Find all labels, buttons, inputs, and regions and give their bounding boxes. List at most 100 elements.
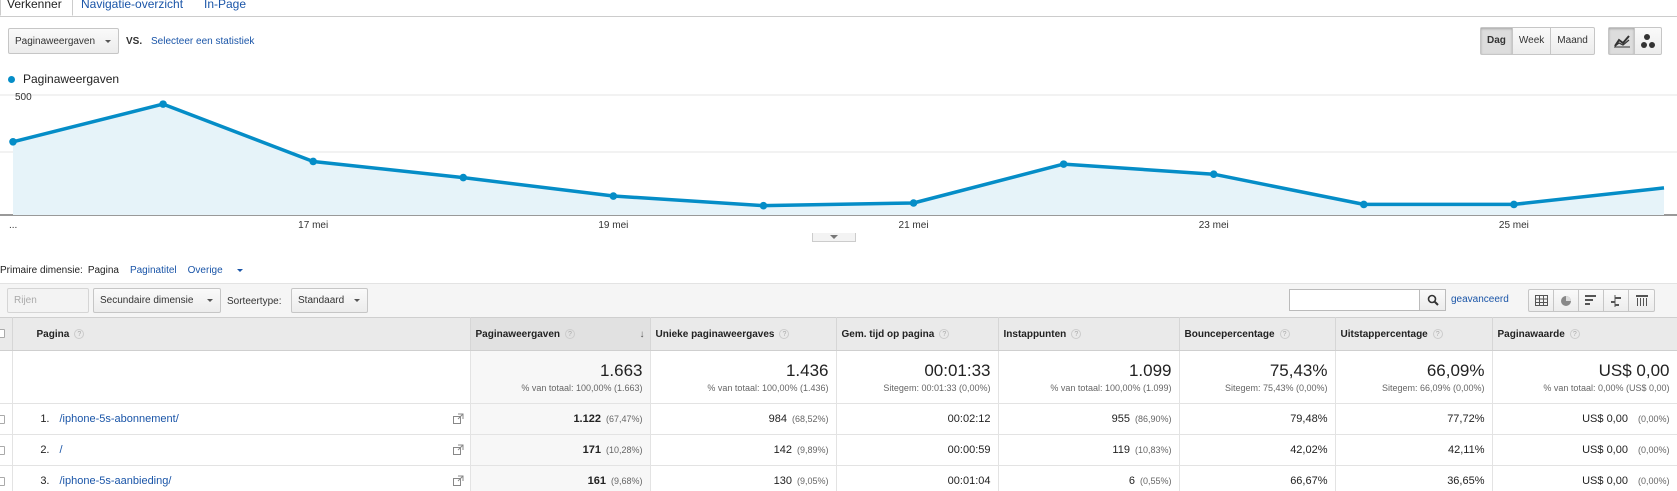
show-rows-button[interactable]: Rijen weergeven (7, 288, 89, 329)
x-tick-label: ... (9, 220, 17, 230)
bounce-cell: 42,02% (1179, 434, 1336, 466)
page-link[interactable]: /iphone-5s-aanbieding/ (59, 475, 172, 487)
dimension-overige[interactable]: Overige (188, 265, 254, 276)
period-day-button[interactable]: Dag (1481, 28, 1513, 54)
help-icon[interactable]: ? (779, 328, 790, 339)
open-page-icon[interactable] (452, 475, 464, 486)
row-checkbox[interactable] (0, 445, 5, 455)
percentage: (9,89%) (796, 445, 829, 455)
select-all-cell (0, 317, 13, 351)
x-tick-label: 25 mei (1499, 220, 1529, 230)
page-cell: 2. / (12, 434, 471, 466)
header-label: Instappunten (1003, 328, 1067, 340)
value: 1.122 (573, 413, 601, 425)
exit-cell: 36,65% (1335, 465, 1493, 491)
data-point (9, 138, 17, 146)
header-paginawaarde[interactable]: Paginawaarde? (1492, 317, 1677, 351)
help-icon[interactable]: ? (74, 328, 85, 339)
dimension-paginatitel[interactable]: Paginatitel (129, 265, 177, 276)
help-icon[interactable]: ? (564, 328, 575, 339)
totals-row: 1.663 % van totaal: 100,00% (1.663) 1.436… (0, 350, 1677, 404)
select-metric-link[interactable]: Selecteer een statistiek (151, 36, 255, 47)
value: 00:01:04 (947, 475, 991, 487)
header-unieke-paginaweergaves[interactable]: Unieke paginaweergaves? (650, 317, 837, 351)
metric-dropdown[interactable]: Paginaweergaven (8, 28, 119, 54)
open-page-icon[interactable] (452, 413, 464, 424)
page-cell: 3. /iphone-5s-aanbieding/ (12, 465, 471, 491)
table-row: 3. /iphone-5s-aanbieding/161 (9,68%) 130 (9,… (0, 465, 1677, 491)
row-checkbox-cell (0, 434, 13, 466)
help-icon[interactable]: ? (1432, 328, 1443, 339)
table-icon[interactable] (1529, 290, 1554, 311)
header-instappunten[interactable]: Instappunten? (998, 317, 1180, 351)
table-toolbar: Rijen weergeven Secundaire dimensie Sort… (0, 283, 1677, 329)
total-cell: 66,09% Sitegem: 66,09% (0,00%) (1335, 350, 1493, 404)
header-label: Paginawaarde (1497, 328, 1565, 340)
data-point (909, 199, 918, 207)
value: US$ 0,00 (1582, 475, 1628, 487)
secondary-dimension-dropdown[interactable]: Secundaire dimensie (93, 288, 221, 313)
search-button[interactable] (1420, 289, 1446, 311)
header-label: Unieke paginaweergaves (655, 328, 775, 340)
total-sub: Sitegem: 00:01:33 (0,00%) (883, 383, 991, 393)
tab-in-page[interactable]: In-Page (204, 0, 247, 11)
chart-collapse-handle[interactable] (812, 233, 856, 242)
select-all-checkbox[interactable] (0, 329, 5, 339)
header-uitstappercentage[interactable]: Uitstappercentage? (1335, 317, 1493, 351)
header-bouncepercentage[interactable]: Bouncepercentage? (1179, 317, 1336, 351)
header-gem-tijd[interactable]: Gem. tijd op pagina? (836, 317, 999, 351)
page-link[interactable]: / (59, 444, 63, 456)
open-page-icon[interactable] (452, 444, 464, 455)
unique-pageviews-cell: 984 (68,52%) (650, 403, 837, 435)
table-row: 2. / 171 (10,28%) 142 (9,89%) 00:00:59 119 (10,8… (0, 434, 1677, 466)
row-checkbox[interactable] (0, 476, 5, 486)
page-link[interactable]: /iphone-5s-abonnement/ (59, 413, 179, 425)
data-table: Pagina? Paginaweergaven? ↓ Unieke paginaw… (0, 317, 1677, 491)
comparison-icon[interactable] (1604, 290, 1629, 311)
total-cell: 1.099 % van totaal: 100,00% (1.099) (998, 350, 1180, 404)
percentage: (86,90%) (1134, 414, 1172, 424)
help-icon[interactable]: ? (1071, 328, 1082, 339)
value: 142 (773, 444, 792, 456)
value: 66,67% (1290, 475, 1328, 487)
bar-icon[interactable] (1579, 290, 1604, 311)
header-paginaweergaven[interactable]: Paginaweergaven? ↓ (470, 317, 651, 351)
unique-pageviews-cell: 142 (9,89%) (650, 434, 837, 466)
avg-time-cell: 00:02:12 (836, 403, 999, 435)
value: 42,11% (1448, 444, 1485, 456)
header-pagina[interactable]: Pagina? (12, 317, 471, 351)
motion-chart-icon[interactable] (1635, 28, 1661, 54)
advanced-filter-link[interactable]: geavanceerd (1451, 294, 1509, 305)
sort-type-dropdown[interactable]: Standaard (291, 288, 368, 313)
x-tick-label: 17 mei (298, 220, 328, 230)
total-value: 1.663 (599, 361, 643, 380)
pie-icon[interactable] (1554, 290, 1579, 311)
y-tick-label: 500 (15, 92, 32, 103)
total-value: US$ 0,00 (1598, 361, 1670, 380)
value: 42,02% (1290, 444, 1328, 456)
help-icon[interactable]: ? (939, 328, 950, 339)
help-icon[interactable]: ? (1569, 328, 1580, 339)
period-week-button[interactable]: Week (1513, 28, 1552, 54)
help-icon[interactable]: ? (1279, 328, 1290, 339)
table-search-input[interactable] (1289, 289, 1420, 311)
search-icon (1427, 294, 1439, 306)
period-month-button[interactable]: Maand (1557, 35, 1588, 46)
pivot-icon[interactable] (1629, 290, 1654, 311)
sort-type-label: Sorteertype: (227, 296, 282, 307)
percentage: (0,00%) (1637, 445, 1670, 455)
vs-label: VS. (126, 36, 143, 47)
header-label: Bouncepercentage (1184, 328, 1275, 340)
x-tick-label: 19 mei (598, 220, 628, 230)
total-sub: % van totaal: 100,00% (1.099) (1050, 383, 1172, 393)
row-checkbox[interactable] (0, 414, 5, 424)
percentage: (10,28%) (605, 445, 643, 455)
total-value: 1.099 (1128, 361, 1172, 380)
line-chart-icon[interactable] (1609, 28, 1635, 54)
total-value: 66,09% (1426, 361, 1485, 380)
tab-navigatie-overzicht[interactable]: Navigatie-overzicht (81, 0, 184, 11)
dimension-overige-label: Overige (187, 265, 223, 276)
tab-verkenner[interactable]: Verkenner (0, 0, 73, 16)
value: US$ 0,00 (1582, 413, 1628, 425)
total-cell: 00:01:33 Sitegem: 00:01:33 (0,00%) (836, 350, 999, 404)
